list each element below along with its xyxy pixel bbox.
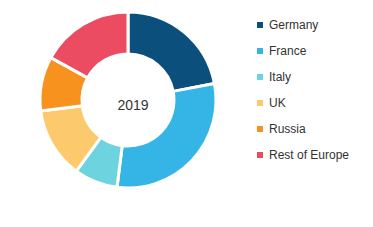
svg-text:Russia: Russia	[269, 122, 306, 136]
svg-text:Rest of Europe: Rest of Europe	[269, 148, 349, 162]
svg-text:UK: UK	[269, 96, 286, 110]
svg-text:France: France	[269, 44, 307, 58]
svg-text:Germany: Germany	[269, 18, 318, 32]
svg-text:Italy: Italy	[269, 70, 291, 84]
svg-text:2019: 2019	[117, 97, 148, 113]
